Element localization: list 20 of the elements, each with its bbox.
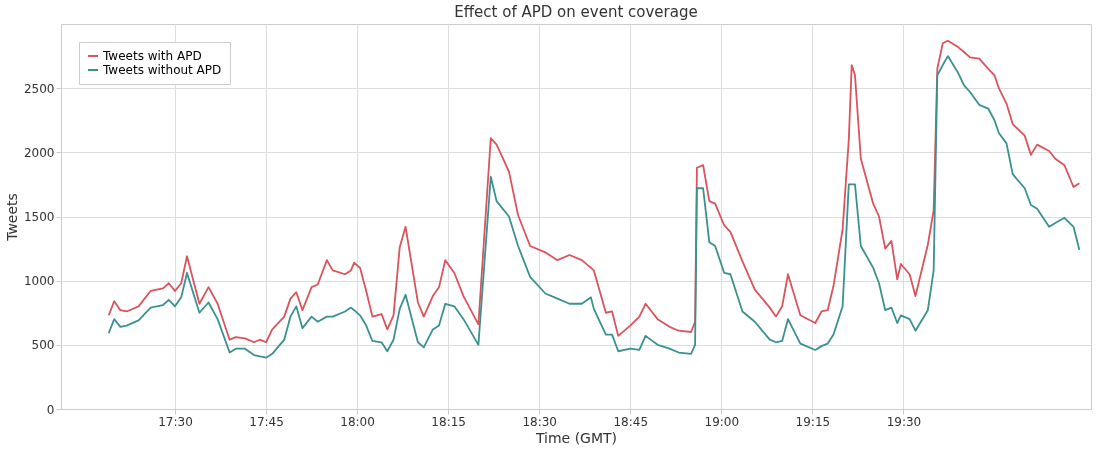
y-tick-label: 500 <box>31 338 55 353</box>
x-tick-label: 19:30 <box>886 414 922 429</box>
x-tick-label: 18:30 <box>522 414 558 429</box>
x-tick-label: 18:00 <box>340 414 375 429</box>
y-tick-label: 1500 <box>23 210 55 224</box>
legend-label: Tweets without APD <box>102 63 222 77</box>
y-tick-label: 0 <box>46 402 55 417</box>
chart-title: Effect of APD on event coverage <box>454 3 698 21</box>
x-tick-label: 19:00 <box>704 414 740 429</box>
x-tick-label: 19:15 <box>795 414 831 429</box>
x-tick-label: 17:30 <box>158 414 193 429</box>
y-tick-label: 2000 <box>23 145 55 160</box>
y-tick-label: 2500 <box>23 81 55 96</box>
y-axis-title: Tweets <box>3 193 20 242</box>
x-tick-label: 18:15 <box>431 414 466 429</box>
x-tick-label: 18:45 <box>613 414 649 429</box>
legend-label: Tweets with APD <box>102 49 202 63</box>
y-tick-label: 1000 <box>23 274 55 289</box>
x-tick-label: 17:45 <box>249 414 284 429</box>
x-axis-title: Time (GMT) <box>534 429 618 446</box>
